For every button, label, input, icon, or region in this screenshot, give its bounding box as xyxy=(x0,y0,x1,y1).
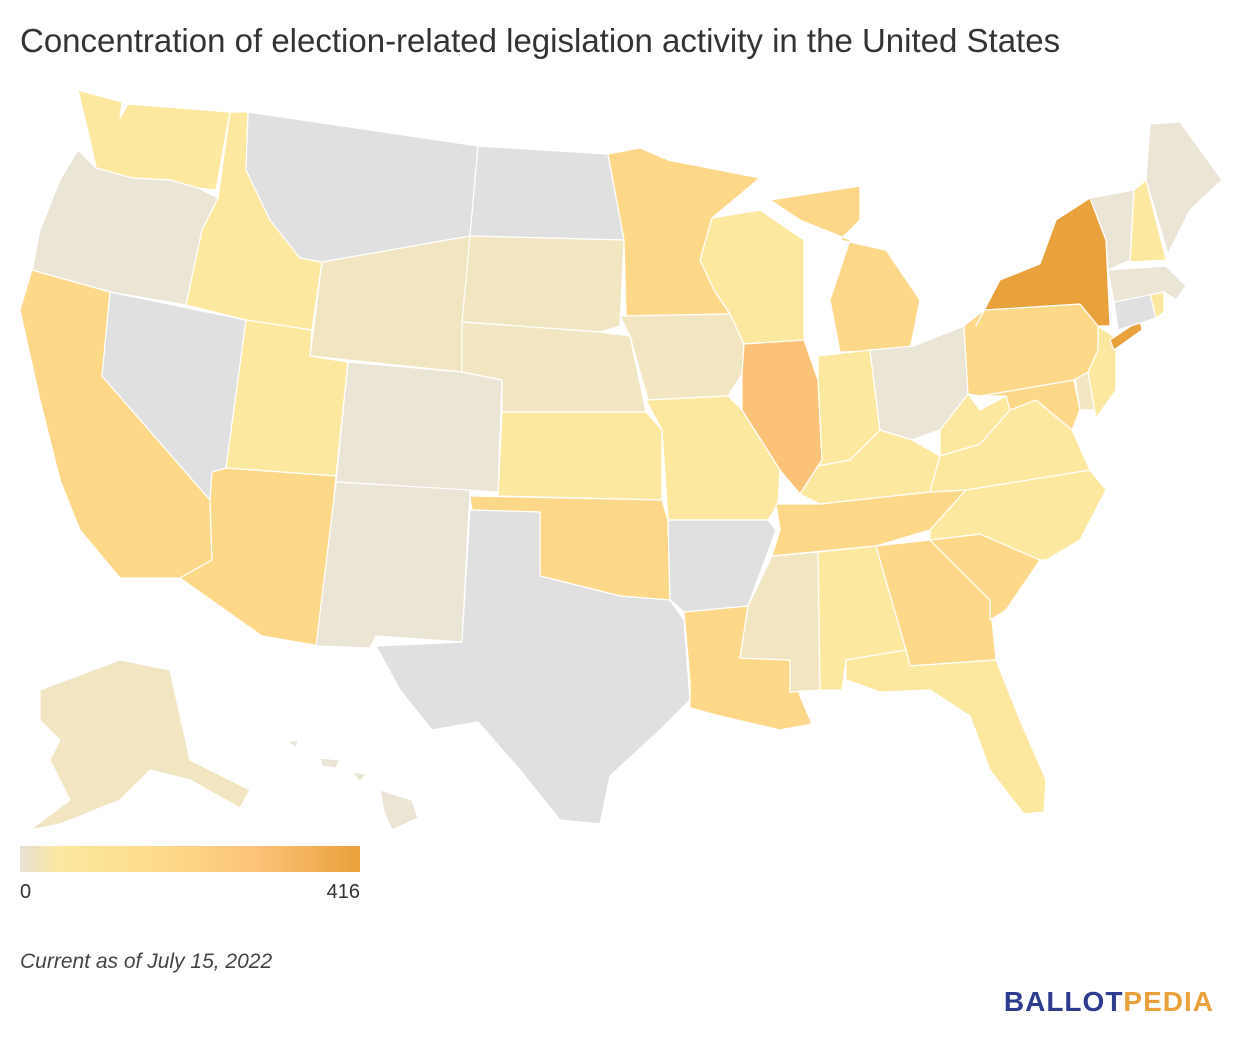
state-ME[interactable] xyxy=(1145,121,1223,255)
legend-gradient-bar xyxy=(20,846,360,872)
state-CO[interactable] xyxy=(335,361,503,493)
state-AK[interactable] xyxy=(29,659,251,831)
state-NY[interactable] xyxy=(975,197,1111,327)
legend: 0 416 xyxy=(20,846,360,905)
state-MA[interactable] xyxy=(1107,265,1187,303)
state-MI[interactable] xyxy=(769,185,921,353)
legend-min-label: 0 xyxy=(20,881,32,903)
state-HI[interactable] xyxy=(287,739,419,831)
date-note: Current as of July 15, 2022 xyxy=(20,950,273,973)
state-ND[interactable] xyxy=(469,145,625,241)
state-SD[interactable] xyxy=(461,235,625,333)
state-MD[interactable] xyxy=(979,379,1081,431)
ballotpedia-logo[interactable]: BALLOTPEDIA xyxy=(1004,986,1214,1018)
map-title: Concentration of election-related legisl… xyxy=(20,22,1061,59)
state-NH[interactable] xyxy=(1129,179,1167,263)
logo-part-2: PEDIA xyxy=(1123,986,1214,1017)
state-VT[interactable] xyxy=(1089,189,1135,271)
state-AZ[interactable] xyxy=(179,467,337,647)
logo-part-1: BALLOT xyxy=(1003,986,1124,1017)
state-NM[interactable] xyxy=(315,481,471,649)
state-FL[interactable] xyxy=(845,649,1047,815)
legend-max-label: 416 xyxy=(326,881,360,903)
state-KS[interactable] xyxy=(497,411,663,501)
state-TX[interactable] xyxy=(375,509,691,825)
state-WA[interactable] xyxy=(77,89,231,191)
